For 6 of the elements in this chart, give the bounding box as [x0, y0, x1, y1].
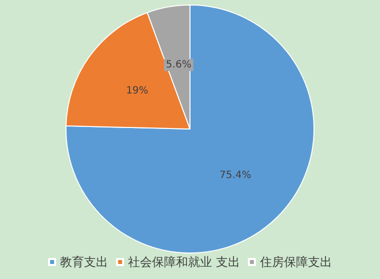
data-label: 5.6%	[166, 60, 192, 71]
legend-label: 社会保障和就业 支出	[128, 255, 240, 269]
legend-label: 教育支出	[60, 255, 108, 269]
data-label: 75.4%	[219, 170, 252, 182]
legend-label: 住房保障支出	[258, 255, 332, 269]
data-label: 19%	[126, 86, 148, 97]
